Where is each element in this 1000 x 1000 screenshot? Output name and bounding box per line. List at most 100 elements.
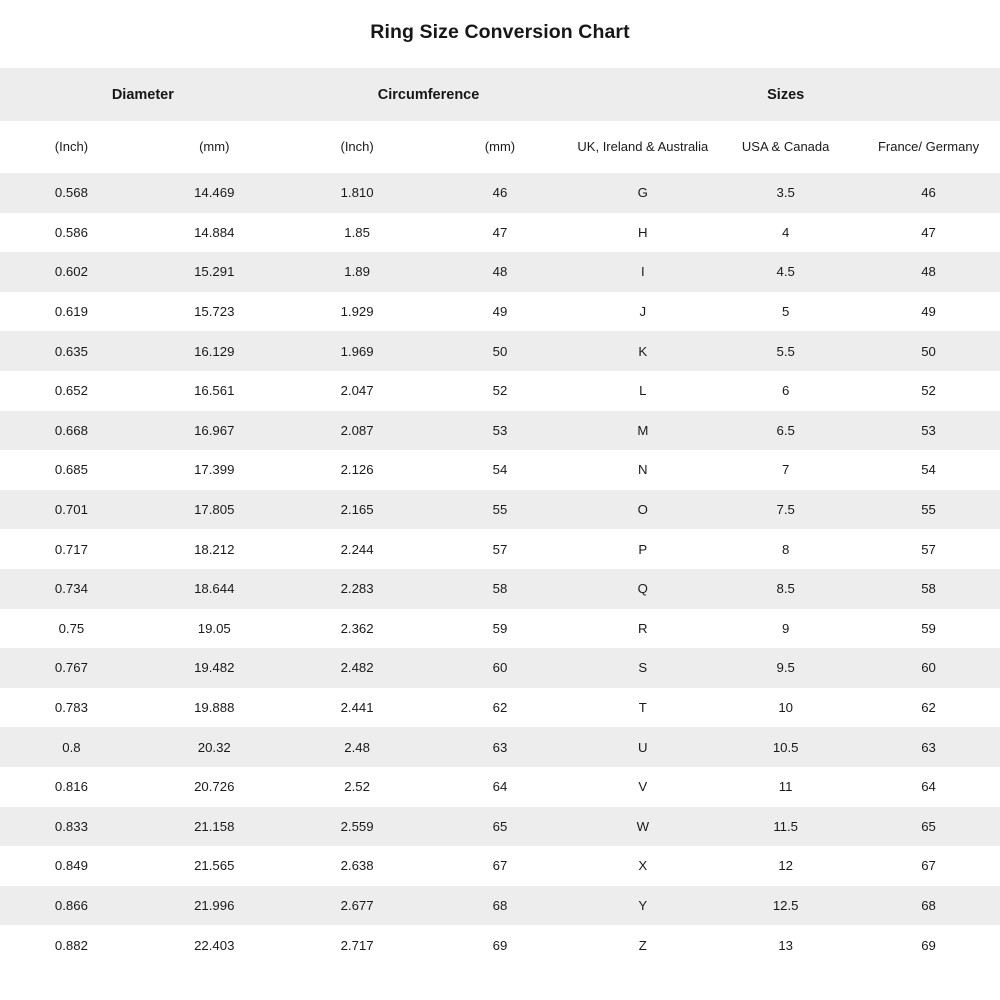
cell-r16-c2: 2.559	[285, 806, 429, 847]
table-group-header-row: Diameter Circumference Sizes	[0, 68, 1000, 121]
cell-r9-c1: 18.212	[142, 529, 286, 569]
table-row: 0.8 20.32 2.48 63 U 10.5 63	[0, 727, 1000, 767]
cell-r9-c2: 2.244	[285, 529, 429, 569]
cell-r17-c2: 2.638	[285, 846, 429, 886]
cell-r7-c0: 0.685	[0, 450, 143, 490]
cell-r16-c4: W	[571, 806, 715, 847]
cell-r0-c6: 46	[857, 173, 1000, 213]
cell-r19-c3: 69	[428, 925, 572, 965]
cell-r15-c0: 0.816	[0, 766, 143, 807]
cell-r14-c3: 63	[428, 727, 572, 767]
cell-r16-c1: 21.158	[142, 806, 286, 847]
column-header-3: (mm)	[428, 121, 572, 173]
cell-r18-c0: 0.866	[0, 885, 143, 926]
cell-r7-c5: 7	[714, 450, 858, 490]
cell-r9-c4: P	[571, 529, 715, 569]
cell-r7-c6: 54	[857, 450, 1000, 490]
cell-r8-c0: 0.701	[0, 489, 143, 530]
cell-r12-c5: 9.5	[714, 648, 858, 688]
table-row: 0.635 16.129 1.969 50 K 5.5 50	[0, 331, 1000, 371]
cell-r17-c1: 21.565	[142, 846, 286, 886]
cell-r12-c2: 2.482	[285, 648, 429, 688]
cell-r4-c0: 0.635	[0, 331, 143, 371]
cell-r10-c2: 2.283	[285, 568, 429, 609]
cell-r16-c0: 0.833	[0, 806, 143, 847]
cell-r8-c1: 17.805	[142, 489, 286, 530]
table-row: 0.568 14.469 1.810 46 G 3.5 46	[0, 173, 1000, 213]
cell-r2-c1: 15.291	[142, 252, 286, 292]
cell-r9-c5: 8	[714, 529, 858, 569]
table-row: 0.701 17.805 2.165 55 O 7.5 55	[0, 489, 1000, 530]
cell-r0-c4: G	[571, 173, 715, 213]
cell-r4-c3: 50	[428, 331, 572, 371]
cell-r5-c3: 52	[428, 370, 572, 411]
cell-r14-c4: U	[571, 727, 715, 767]
column-header-1: (mm)	[142, 121, 286, 173]
cell-r8-c4: O	[571, 489, 715, 530]
cell-r3-c2: 1.929	[285, 291, 429, 332]
cell-r14-c6: 63	[857, 727, 1000, 767]
cell-r1-c2: 1.85	[285, 212, 429, 253]
table-row: 0.783 19.888 2.441 62 T 10 62	[0, 687, 1000, 728]
cell-r13-c4: T	[571, 687, 715, 728]
table-row: 0.833 21.158 2.559 65 W 11.5 65	[0, 806, 1000, 847]
cell-r2-c5: 4.5	[714, 252, 858, 292]
cell-r1-c1: 14.884	[142, 212, 286, 253]
cell-r0-c2: 1.810	[285, 173, 429, 213]
cell-r15-c2: 2.52	[285, 766, 429, 807]
cell-r17-c5: 12	[714, 846, 858, 886]
cell-r2-c4: I	[571, 252, 715, 292]
table-row: 0.717 18.212 2.244 57 P 8 57	[0, 529, 1000, 569]
cell-r18-c3: 68	[428, 885, 572, 926]
group-header-diameter: Diameter	[0, 68, 286, 121]
cell-r0-c5: 3.5	[714, 173, 858, 213]
cell-r11-c5: 9	[714, 608, 858, 649]
column-header-0: (Inch)	[0, 121, 143, 173]
cell-r10-c4: Q	[571, 568, 715, 609]
cell-r4-c2: 1.969	[285, 331, 429, 371]
cell-r9-c3: 57	[428, 529, 572, 569]
table-head: Diameter Circumference Sizes (Inch) (mm) (In…	[0, 68, 1000, 173]
cell-r10-c3: 58	[428, 568, 572, 609]
cell-r6-c3: 53	[428, 410, 572, 451]
cell-r7-c4: N	[571, 450, 715, 490]
cell-r19-c0: 0.882	[0, 925, 143, 965]
table-row: 0.734 18.644 2.283 58 Q 8.5 58	[0, 568, 1000, 609]
page-title: Ring Size Conversion Chart	[370, 21, 630, 43]
cell-r12-c3: 60	[428, 648, 572, 688]
cell-r15-c5: 11	[714, 766, 858, 807]
cell-r12-c1: 19.482	[142, 648, 286, 688]
cell-r14-c0: 0.8	[0, 727, 143, 767]
table-row: 0.75 19.05 2.362 59 R 9 59	[0, 608, 1000, 649]
table-row: 0.816 20.726 2.52 64 V 11 64	[0, 766, 1000, 807]
cell-r13-c3: 62	[428, 687, 572, 728]
cell-r4-c1: 16.129	[142, 331, 286, 371]
cell-r1-c5: 4	[714, 212, 858, 253]
cell-r19-c1: 22.403	[142, 925, 286, 965]
column-header-2: (Inch)	[285, 121, 429, 173]
cell-r11-c6: 59	[857, 608, 1000, 649]
cell-r13-c2: 2.441	[285, 687, 429, 728]
table-row: 0.767 19.482 2.482 60 S 9.5 60	[0, 648, 1000, 688]
cell-r5-c0: 0.652	[0, 370, 143, 411]
cell-r3-c4: J	[571, 291, 715, 332]
cell-r1-c3: 47	[428, 212, 572, 253]
table-row: 0.602 15.291 1.89 48 I 4.5 48	[0, 252, 1000, 292]
table-row: 0.866 21.996 2.677 68 Y 12.5 68	[0, 885, 1000, 926]
table-body: 0.568 14.469 1.810 46 G 3.5 46 0.586 14.884 1.85 4…	[0, 173, 1000, 965]
cell-r18-c4: Y	[571, 885, 715, 926]
cell-r1-c4: H	[571, 212, 715, 253]
cell-r6-c2: 2.087	[285, 410, 429, 451]
cell-r9-c0: 0.717	[0, 529, 143, 569]
column-header-5: USA & Canada	[714, 121, 858, 173]
table-sub-header-row: (Inch) (mm) (Inch) (mm) UK, Ireland & Austra…	[0, 121, 1000, 173]
table-row: 0.685 17.399 2.126 54 N 7 54	[0, 450, 1000, 490]
cell-r15-c1: 20.726	[142, 766, 286, 807]
cell-r8-c2: 2.165	[285, 489, 429, 530]
cell-r17-c3: 67	[428, 846, 572, 886]
group-header-sizes: Sizes	[571, 68, 1000, 121]
cell-r11-c2: 2.362	[285, 608, 429, 649]
cell-r18-c6: 68	[857, 885, 1000, 926]
cell-r18-c2: 2.677	[285, 885, 429, 926]
